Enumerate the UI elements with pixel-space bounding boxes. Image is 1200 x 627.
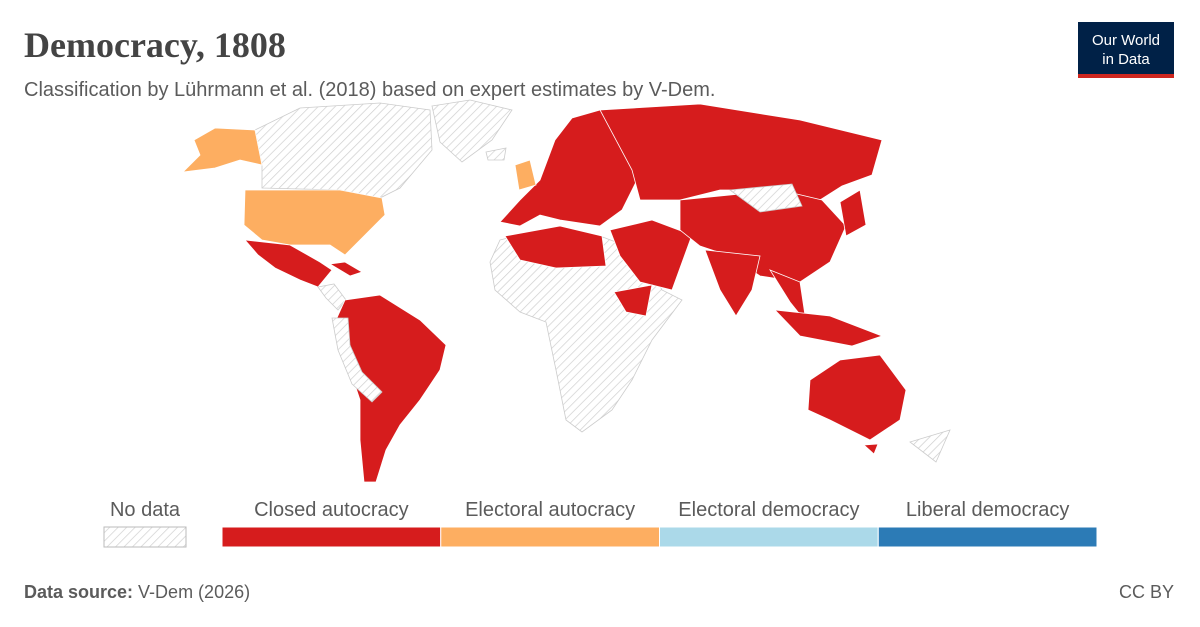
no-data-region bbox=[431, 99, 513, 163]
region bbox=[613, 284, 653, 317]
region bbox=[514, 159, 537, 191]
region bbox=[328, 261, 363, 277]
region bbox=[839, 189, 867, 237]
logo: Our World in Data bbox=[1078, 22, 1174, 78]
legend-swatch bbox=[659, 526, 879, 548]
region bbox=[863, 443, 879, 455]
region bbox=[244, 239, 333, 288]
world-map bbox=[181, 99, 951, 483]
legend-label: Liberal democracy bbox=[906, 499, 1069, 521]
region bbox=[243, 189, 386, 256]
legend-swatch bbox=[221, 526, 442, 548]
legend-label: Electoral democracy bbox=[678, 499, 859, 521]
legend-label: Closed autocracy bbox=[254, 499, 409, 521]
legend-label: Electoral autocracy bbox=[465, 499, 635, 521]
region bbox=[599, 103, 883, 201]
no-data-region bbox=[254, 102, 433, 199]
region bbox=[504, 225, 607, 269]
region bbox=[807, 354, 907, 441]
logo-text: in Data bbox=[1102, 51, 1150, 68]
source: Data source: V-Dem (2026) bbox=[24, 582, 250, 602]
region bbox=[609, 219, 693, 291]
region bbox=[773, 309, 884, 347]
subtitle: Classification by Lührmann et al. (2018)… bbox=[24, 79, 715, 101]
legend: No data Closed autocracy Electoral autocr… bbox=[103, 499, 1098, 548]
region bbox=[181, 127, 263, 173]
no-data-region bbox=[331, 317, 383, 403]
legend-swatch bbox=[103, 526, 187, 548]
region bbox=[335, 294, 447, 483]
no-data-region bbox=[485, 147, 507, 161]
license: CC BY bbox=[1119, 582, 1174, 602]
logo-text: Our World bbox=[1092, 32, 1160, 49]
no-data-region bbox=[728, 183, 803, 213]
source-label: Data source: bbox=[24, 582, 133, 602]
legend-swatch bbox=[877, 526, 1098, 548]
source-text: V-Dem (2026) bbox=[138, 582, 250, 602]
legend-swatch bbox=[440, 526, 660, 548]
legend-label: No data bbox=[110, 499, 181, 521]
no-data-region bbox=[317, 283, 347, 311]
no-data-region bbox=[909, 429, 951, 463]
region bbox=[704, 249, 761, 317]
title: Democracy, 1808 bbox=[24, 25, 286, 65]
